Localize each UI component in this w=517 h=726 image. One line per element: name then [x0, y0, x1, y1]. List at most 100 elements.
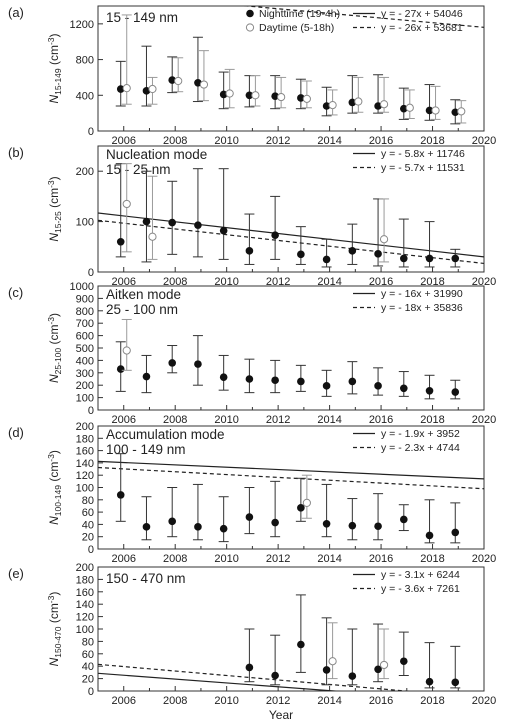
x-tick-label: 2016 — [369, 695, 393, 707]
data-point — [142, 217, 151, 226]
data-point — [451, 528, 460, 537]
fit-line-solid — [98, 212, 484, 258]
series-nighttime — [115, 335, 461, 400]
y-tick-label: 60 — [82, 649, 94, 661]
data-point — [116, 237, 125, 246]
y-axis-title: N25-100 (cm-3) — [46, 313, 63, 383]
y-tick-label: 60 — [82, 507, 94, 519]
data-point — [425, 677, 434, 686]
panel-subtitle: 25 - 100 nm — [106, 302, 178, 317]
data-point — [194, 78, 202, 87]
x-tick-label: 2014 — [317, 414, 341, 426]
x-tick-label: 2012 — [266, 553, 290, 565]
legend-label: Nighttime (19-4h) — [259, 8, 340, 20]
y-tick-label: 800 — [76, 306, 94, 318]
data-point — [322, 255, 331, 264]
x-tick-label: 2010 — [214, 276, 238, 288]
data-point — [400, 515, 408, 524]
x-tick-label: 2018 — [420, 414, 444, 426]
y-tick-label: 100 — [76, 217, 94, 229]
data-point — [451, 108, 460, 117]
data-point — [374, 665, 382, 674]
y-tick-label: 80 — [82, 636, 94, 648]
data-point — [451, 254, 460, 263]
data-point — [245, 91, 254, 100]
fit-line-dashed — [98, 219, 484, 265]
data-point — [194, 360, 202, 368]
data-point — [219, 226, 228, 235]
data-point — [122, 199, 131, 209]
data-point — [148, 232, 157, 241]
data-point — [245, 247, 254, 255]
panel-label: (b) — [8, 145, 24, 160]
x-tick-label: 2020 — [472, 553, 496, 565]
data-point — [194, 221, 202, 229]
y-tick-label: 120 — [76, 612, 94, 624]
data-point — [374, 102, 382, 110]
data-point — [271, 518, 279, 527]
fit-line-solid — [98, 460, 484, 480]
fit-line-solid — [98, 672, 343, 691]
data-point — [168, 76, 176, 84]
x-tick-label: 2006 — [111, 695, 135, 707]
data-point — [219, 524, 228, 533]
data-point — [194, 523, 202, 531]
y-tick-label: 0 — [88, 267, 94, 279]
y-axis-title: N15-149 (cm-3) — [46, 33, 63, 103]
fit-line-dashed — [240, 6, 484, 28]
x-tick-label: 2012 — [266, 135, 290, 147]
data-point — [271, 376, 279, 385]
data-point — [328, 101, 337, 110]
y-tick-label: 200 — [76, 166, 94, 178]
data-point — [271, 671, 279, 680]
series-nighttime — [115, 163, 461, 268]
legend-fit-label: y = - 3.1x + 6244 — [381, 569, 460, 581]
legend-marker-daytime — [245, 23, 255, 32]
series-daytime — [121, 14, 467, 124]
data-point — [142, 372, 151, 381]
x-axis-title: Year — [268, 708, 294, 722]
x-tick-label: 2020 — [472, 695, 496, 707]
series-daytime — [121, 163, 390, 263]
data-point — [251, 91, 260, 100]
data-point — [116, 491, 125, 499]
data-point — [400, 254, 408, 263]
y-tick-label: 400 — [76, 355, 94, 367]
data-point — [400, 657, 408, 666]
x-tick-label: 2008 — [163, 695, 187, 707]
panel-a: (a) 0 400 800 1200 2006 2008 2010 2012 2014 2016 20… — [8, 5, 496, 147]
data-point — [142, 87, 151, 95]
data-point — [277, 92, 286, 102]
data-point — [374, 250, 382, 258]
data-point — [431, 106, 440, 115]
y-tick-label: 40 — [82, 519, 94, 531]
y-tick-label: 140 — [76, 458, 94, 470]
panel-subtitle: 100 - 149 nm — [106, 442, 186, 457]
data-point — [328, 657, 337, 666]
y-tick-label: 120 — [76, 470, 94, 482]
y-tick-label: 160 — [76, 587, 94, 599]
legend-fit-label: y = - 26x + 53681 — [381, 22, 463, 34]
x-tick-label: 2010 — [214, 553, 238, 565]
y-tick-label: 0 — [88, 405, 94, 417]
fit-lines — [98, 460, 484, 490]
data-point — [379, 235, 389, 244]
data-point — [174, 76, 183, 86]
panel-label: (c) — [8, 285, 23, 300]
data-point — [379, 660, 389, 670]
data-point — [400, 104, 408, 113]
data-point — [271, 92, 279, 100]
data-point — [374, 382, 382, 390]
y-tick-label: 180 — [76, 574, 94, 586]
panel-label: (d) — [8, 425, 24, 440]
y-tick-label: 700 — [76, 318, 94, 330]
data-point — [122, 84, 131, 93]
y-tick-label: 100 — [76, 393, 94, 405]
x-tick-label: 2012 — [266, 414, 290, 426]
legend-fit-label: y = - 18x + 35836 — [381, 302, 463, 314]
data-point — [219, 90, 228, 99]
x-tick-label: 2018 — [420, 135, 444, 147]
y-tick-label: 180 — [76, 433, 94, 445]
